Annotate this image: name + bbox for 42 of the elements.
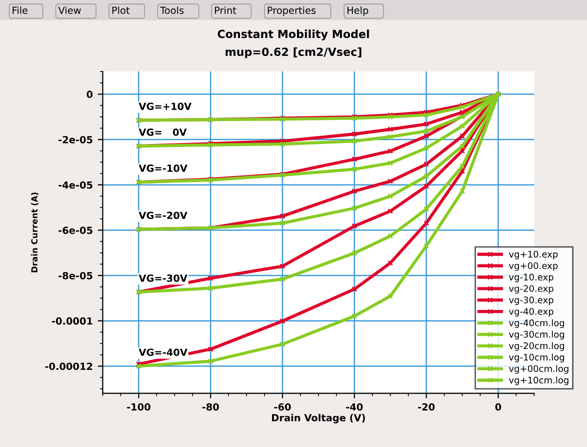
x-tick-label: -60 xyxy=(274,403,291,411)
y-axis-title: Drain Current (A) xyxy=(31,192,38,272)
text: Tools xyxy=(160,6,184,14)
y-tick-label: -0.0001 xyxy=(52,317,92,325)
legend-label: vg-30.exp xyxy=(508,296,554,306)
y-tick-label: -0.00012 xyxy=(45,362,92,370)
annotation: VG= 0V xyxy=(138,128,187,136)
chart-subtitle: mup=0.62 [cm2/Vsec] xyxy=(226,47,362,58)
y-tick-label: -8e-05 xyxy=(58,272,92,280)
legend-label: vg+10.exp xyxy=(508,250,558,260)
legend-label: vg-40.exp xyxy=(508,308,554,317)
legend-label: vg-10.exp xyxy=(508,274,554,282)
legend-label: vg-20.exp xyxy=(508,285,554,294)
text: Help xyxy=(347,6,368,16)
y-tick-label: -4e-05 xyxy=(58,181,92,189)
annotation: VG=+10V xyxy=(138,102,192,110)
y-tick-label: 0 xyxy=(86,90,93,98)
annotation: VG=-10V xyxy=(138,164,188,172)
text: View xyxy=(58,6,81,14)
x-tick-label: 0 xyxy=(495,403,502,411)
x-axis-title: Drain Voltage (V) xyxy=(272,414,365,424)
x-tick-label: -80 xyxy=(202,403,219,411)
legend-label: vg-40cm.log xyxy=(508,319,564,328)
legend-label: vg-30cm.log xyxy=(508,330,564,340)
y-tick-label: -2e-05 xyxy=(58,136,92,144)
x-tick-label: -20 xyxy=(418,403,435,411)
annotation: VG=-30V xyxy=(138,274,188,282)
x-tick-label: -40 xyxy=(346,403,363,411)
x-tick-label: -100 xyxy=(127,403,150,411)
legend-label: vg-10cm.log xyxy=(508,354,564,362)
chart-title: Constant Mobility Model xyxy=(218,30,369,40)
y-tick-label: -6e-05 xyxy=(58,226,92,234)
text: Properties xyxy=(268,6,316,16)
legend-label: vg+10cm.log xyxy=(508,376,568,386)
legend-label: vg-20cm.log xyxy=(508,342,564,351)
legend-label: vg+00cm.log xyxy=(508,365,568,374)
annotation: VG=-20V xyxy=(138,212,188,220)
text: File xyxy=(12,6,28,14)
legend-label: vg+00.exp xyxy=(508,262,558,271)
text: Print xyxy=(215,6,236,14)
annotation: VG=-40V xyxy=(138,348,188,356)
text: Plot xyxy=(112,6,130,14)
